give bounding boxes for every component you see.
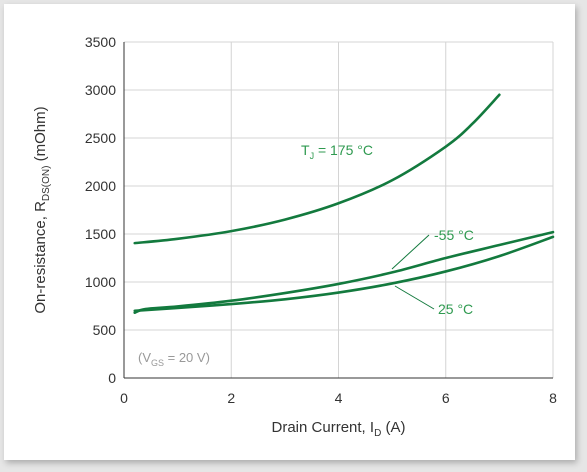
data-series: [133, 93, 555, 315]
y-tick-label: 0: [108, 370, 116, 386]
y-tick-label: 1500: [85, 226, 116, 242]
y-axis-label: On-resistance, RDS(ON) (mOhm): [32, 106, 52, 313]
leader-line-minus55: [391, 234, 430, 270]
y-tick-label: 1000: [85, 274, 116, 290]
y-tick-label: 2000: [85, 178, 116, 194]
series-label-25: 25 °C: [438, 301, 473, 317]
y-tick-label: 3500: [85, 34, 116, 50]
annotations: TJ = 175 °C -55 °C 25 °C (VGS = 20 V): [138, 142, 474, 368]
x-tick-label: 0: [120, 390, 128, 406]
y-tick-label: 3000: [85, 82, 116, 98]
y-tick-label: 2500: [85, 130, 116, 146]
x-tick-label: 6: [442, 390, 450, 406]
x-axis-label: Drain Current, ID (A): [272, 419, 406, 439]
leader-line-25: [394, 285, 435, 310]
x-tick-label: 8: [549, 390, 557, 406]
on-resistance-chart: 0 500 1000 1500 2000 2500 3000 3500 0 2 4 6 8 TJ = 1…: [32, 34, 557, 439]
series-line-175c: [133, 93, 501, 245]
tick-labels: 0 500 1000 1500 2000 2500 3000 3500 0 2 4 6 8: [85, 34, 557, 406]
series-label-175: TJ = 175 °C: [301, 142, 373, 161]
x-tick-label: 4: [335, 390, 343, 406]
chart-card: 0 500 1000 1500 2000 2500 3000 3500 0 2 4 6 8 TJ = 1…: [4, 4, 575, 460]
axes: [123, 42, 553, 379]
test-condition-label: (VGS = 20 V): [138, 350, 210, 368]
series-line-25c: [133, 235, 555, 313]
series-label-minus55: -55 °C: [434, 227, 474, 243]
y-tick-label: 500: [93, 322, 117, 338]
series-line-minus55c: [133, 230, 555, 315]
grid-lines: [124, 41, 554, 378]
x-tick-label: 2: [227, 390, 235, 406]
